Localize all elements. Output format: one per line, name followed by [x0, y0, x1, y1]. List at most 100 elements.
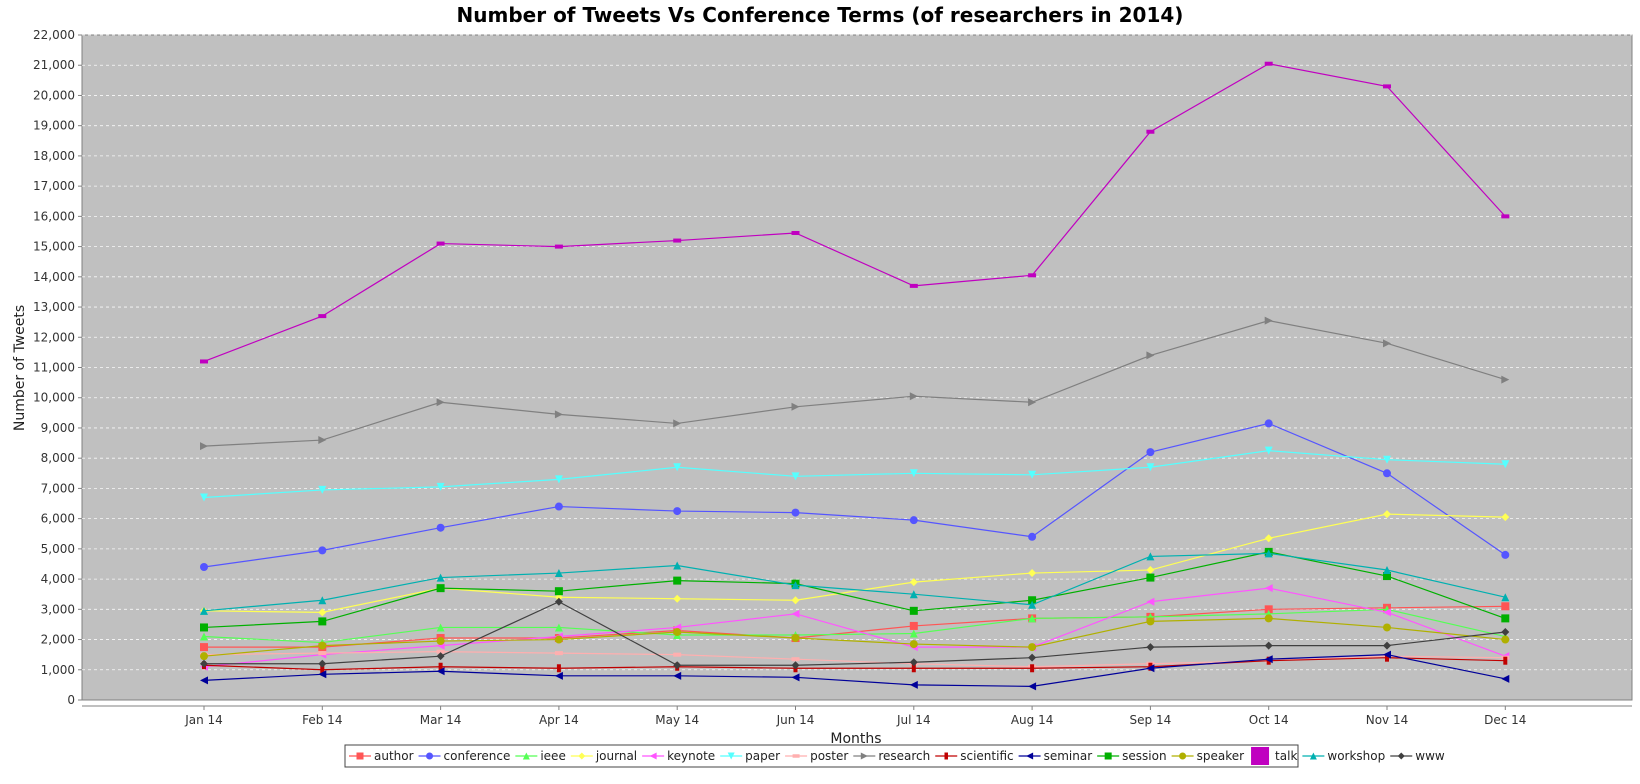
legend-marker-author — [356, 752, 364, 760]
data-point-seminar — [909, 680, 918, 689]
y-tick-label: 10,000 — [33, 391, 75, 405]
series-speaker — [200, 614, 1510, 661]
data-point-research — [436, 398, 445, 407]
data-point-paper — [554, 475, 563, 484]
legend-label-speaker: speaker — [1197, 749, 1245, 763]
legend-label-www: www — [1415, 749, 1445, 763]
series-line-seminar — [203, 654, 1506, 687]
y-tick-label: 8,000 — [41, 451, 75, 465]
legend-marker-journal — [578, 752, 586, 760]
data-point-session — [673, 576, 682, 585]
series-www — [200, 597, 1510, 670]
data-point-scientific — [911, 664, 916, 673]
data-point-speaker — [1501, 635, 1510, 644]
data-point-ieee — [436, 623, 445, 632]
data-point-talk — [1028, 273, 1037, 278]
data-point-poster — [554, 651, 563, 656]
data-point-author — [200, 643, 208, 652]
legend-item-poster: poster — [785, 749, 848, 763]
x-axis-label: Months — [830, 731, 881, 747]
data-point-poster — [791, 657, 800, 662]
y-tick-label: 17,000 — [33, 179, 75, 193]
data-point-conference — [909, 516, 918, 525]
data-point-speaker — [436, 637, 445, 646]
y-tick-label: 16,000 — [33, 209, 75, 223]
data-point-scientific — [1385, 653, 1389, 662]
data-point-research — [200, 442, 208, 451]
data-point-session — [1028, 596, 1037, 605]
data-point-conference — [1383, 469, 1391, 478]
data-point-speaker — [200, 652, 208, 661]
legend-marker-session — [1104, 752, 1112, 760]
legend-marker-keynote — [649, 752, 657, 760]
data-point-workshop — [791, 581, 800, 590]
grid-lines — [82, 34, 1632, 671]
series-line-research — [203, 320, 1506, 447]
data-point-talk — [318, 314, 327, 319]
data-point-workshop — [1264, 549, 1273, 558]
data-point-conference — [554, 502, 563, 511]
legend-label-research: research — [878, 749, 930, 763]
legend-item-journal: journal — [570, 749, 637, 763]
data-point-research — [791, 402, 800, 411]
legend-label-scientific: scientific — [960, 749, 1013, 763]
data-point-talk — [791, 230, 800, 235]
data-point-speaker — [1146, 617, 1155, 626]
series-line-keynote — [203, 587, 1506, 668]
legend-item-www: www — [1390, 749, 1445, 763]
data-point-keynote — [1146, 597, 1155, 606]
y-tick-label: 2,000 — [41, 633, 75, 647]
series-line-talk — [203, 63, 1506, 363]
x-tick-label: Oct 14 — [1249, 713, 1289, 727]
y-tick-label: 5,000 — [41, 542, 75, 556]
data-point-journal — [554, 593, 563, 602]
data-point-session — [436, 584, 445, 593]
x-tick-label: Feb 14 — [302, 713, 342, 727]
data-point-journal — [791, 596, 800, 605]
series-talk — [200, 61, 1510, 364]
series-line-workshop — [203, 552, 1506, 612]
x-tick-label: Dec 14 — [1484, 713, 1526, 727]
y-tick-label: 11,000 — [33, 361, 75, 375]
legend-label-seminar: seminar — [1044, 749, 1093, 763]
y-tick-label: 22,000 — [33, 28, 75, 42]
data-point-poster — [436, 649, 445, 654]
data-point-session — [1146, 573, 1155, 582]
y-tick-label: 6,000 — [41, 512, 75, 526]
legend-item-session: session — [1097, 749, 1167, 763]
data-point-paper — [200, 493, 208, 502]
data-point-workshop — [554, 569, 563, 578]
y-tick-label: 13,000 — [33, 300, 75, 314]
data-point-conference — [200, 563, 208, 571]
data-point-talk — [200, 359, 208, 364]
data-point-speaker — [909, 640, 918, 649]
legend-label-session: session — [1122, 749, 1166, 763]
y-tick-label: 21,000 — [33, 58, 75, 72]
data-point-research — [673, 419, 682, 428]
data-point-session — [200, 623, 208, 632]
data-point-speaker — [554, 635, 563, 644]
y-axis-label: Number of Tweets — [12, 305, 28, 431]
data-point-conference — [1264, 419, 1273, 428]
series-line-author — [204, 605, 1506, 648]
legend-marker-paper — [727, 752, 735, 760]
data-point-seminar — [318, 670, 327, 679]
data-point-workshop — [436, 573, 445, 582]
y-tick-label: 4,000 — [41, 572, 75, 586]
data-point-www — [436, 652, 445, 661]
series-line-speaker — [203, 617, 1506, 657]
data-point-ieee — [554, 623, 563, 632]
y-tick-label: 19,000 — [33, 119, 75, 133]
data-point-conference — [791, 508, 800, 517]
data-point-seminar — [1383, 650, 1391, 659]
legend-item-scientific: scientific — [935, 749, 1014, 763]
x-tick-label: May 14 — [655, 713, 699, 727]
legend-marker-scientific — [944, 752, 948, 760]
data-point-workshop — [1146, 552, 1155, 561]
legend-marker-research — [860, 752, 868, 760]
data-point-workshop — [200, 606, 208, 615]
data-point-research — [554, 410, 563, 419]
y-tick-label: 3,000 — [41, 602, 75, 616]
series-research — [200, 316, 1510, 451]
